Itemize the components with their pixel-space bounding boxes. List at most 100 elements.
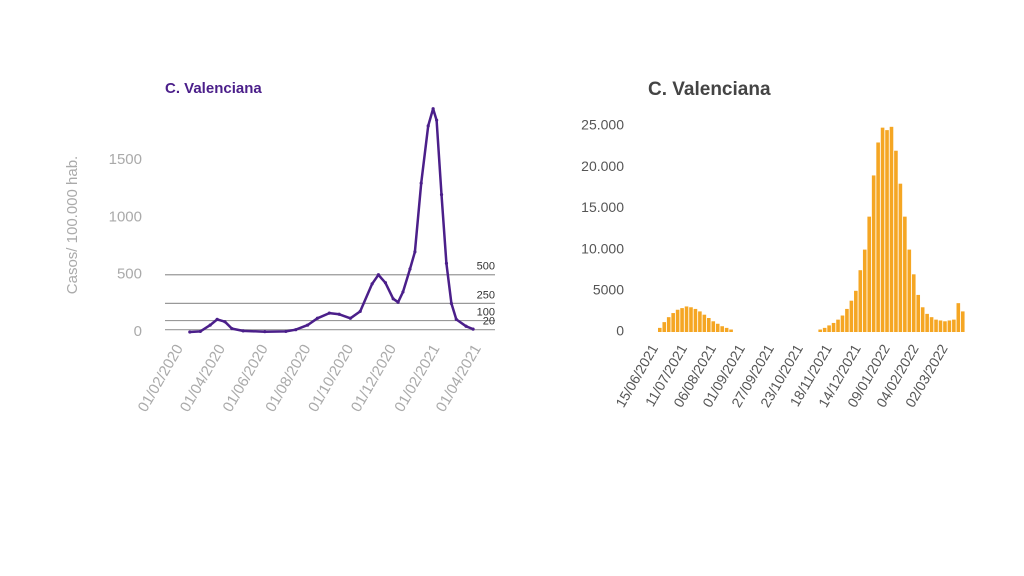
data-point <box>408 267 412 271</box>
threshold-label: 250 <box>477 289 495 301</box>
y-tick-label: 0 <box>134 323 142 340</box>
threshold-label: 20 <box>483 316 495 328</box>
data-point <box>348 316 352 320</box>
data-point <box>241 329 245 333</box>
y-tick-label: 20.000 <box>581 158 624 174</box>
bar <box>818 329 822 332</box>
bar <box>720 326 724 332</box>
bar <box>858 270 863 332</box>
bar <box>698 311 702 332</box>
bar <box>956 303 961 332</box>
bar <box>898 183 903 332</box>
data-point <box>198 329 202 334</box>
data-point <box>284 329 288 334</box>
bar <box>707 317 711 332</box>
y-tick-label: 10.000 <box>581 240 624 256</box>
data-point <box>431 107 435 111</box>
bar <box>925 313 929 332</box>
data-point <box>396 300 400 304</box>
bar <box>675 309 680 332</box>
bar <box>876 142 880 332</box>
data-point <box>464 324 468 328</box>
bar <box>929 317 934 332</box>
data-point <box>435 118 439 122</box>
bar <box>938 320 943 332</box>
bar <box>702 314 707 332</box>
data-point <box>294 328 298 332</box>
chart-title: C. Valenciana <box>165 80 262 97</box>
y-tick-label: 1500 <box>109 151 142 168</box>
data-point <box>439 193 444 197</box>
data-point <box>471 327 475 331</box>
data-point <box>449 301 453 305</box>
bar <box>867 216 872 332</box>
bar <box>689 307 693 332</box>
data-point <box>370 282 374 286</box>
data-point <box>337 312 341 316</box>
bar <box>662 322 667 332</box>
y-tick-label: 0 <box>616 323 624 339</box>
bar <box>849 300 854 332</box>
bar <box>885 130 889 332</box>
y-tick-label: 1000 <box>109 208 142 225</box>
data-point <box>358 309 362 313</box>
bar <box>894 150 898 332</box>
threshold-label: 100 <box>477 306 495 318</box>
bar <box>934 319 938 332</box>
data-point <box>306 323 310 327</box>
data-point <box>454 317 458 322</box>
bar <box>947 320 952 332</box>
bar <box>911 274 916 332</box>
bar <box>827 325 831 332</box>
data-point <box>315 316 320 320</box>
bar <box>854 290 858 332</box>
bar <box>671 313 675 332</box>
y-tick-label: 25.000 <box>581 117 624 133</box>
bar <box>729 329 733 332</box>
bar <box>684 306 689 332</box>
bar <box>711 321 716 332</box>
bar <box>916 294 921 332</box>
data-line <box>189 107 474 334</box>
data-point <box>327 311 331 315</box>
y-tick-label: 500 <box>117 266 142 283</box>
bar <box>680 308 684 332</box>
bar <box>845 308 849 332</box>
bar <box>889 126 894 332</box>
data-point <box>263 330 267 334</box>
chart-title: C. Valenciana <box>648 79 771 100</box>
bar <box>862 249 867 332</box>
bar <box>724 327 729 332</box>
bar <box>960 311 965 332</box>
bar <box>907 249 912 332</box>
bar <box>831 322 836 332</box>
data-point <box>215 317 219 322</box>
data-point <box>230 326 234 331</box>
bar <box>943 321 947 332</box>
bar <box>822 327 827 332</box>
data-point <box>223 320 227 324</box>
bar <box>693 308 698 332</box>
bar <box>840 315 845 332</box>
bar <box>666 317 671 332</box>
threshold-label: 500 <box>477 261 495 273</box>
y-axis-label: Casos/ 100.000 hab. <box>64 156 81 294</box>
data-point <box>444 261 449 265</box>
data-point <box>419 181 423 185</box>
bar <box>657 327 662 332</box>
bar <box>836 319 840 332</box>
data-point <box>401 290 405 294</box>
data-point <box>383 281 388 285</box>
y-tick-label: 15.000 <box>581 199 624 215</box>
data-point <box>413 250 417 254</box>
bar <box>880 127 885 332</box>
bar <box>952 319 956 332</box>
bar <box>715 323 720 332</box>
data-point <box>208 323 212 327</box>
bar <box>903 216 907 332</box>
data-point <box>391 297 395 301</box>
data-point <box>188 330 192 334</box>
y-tick-label: 5000 <box>593 282 624 298</box>
